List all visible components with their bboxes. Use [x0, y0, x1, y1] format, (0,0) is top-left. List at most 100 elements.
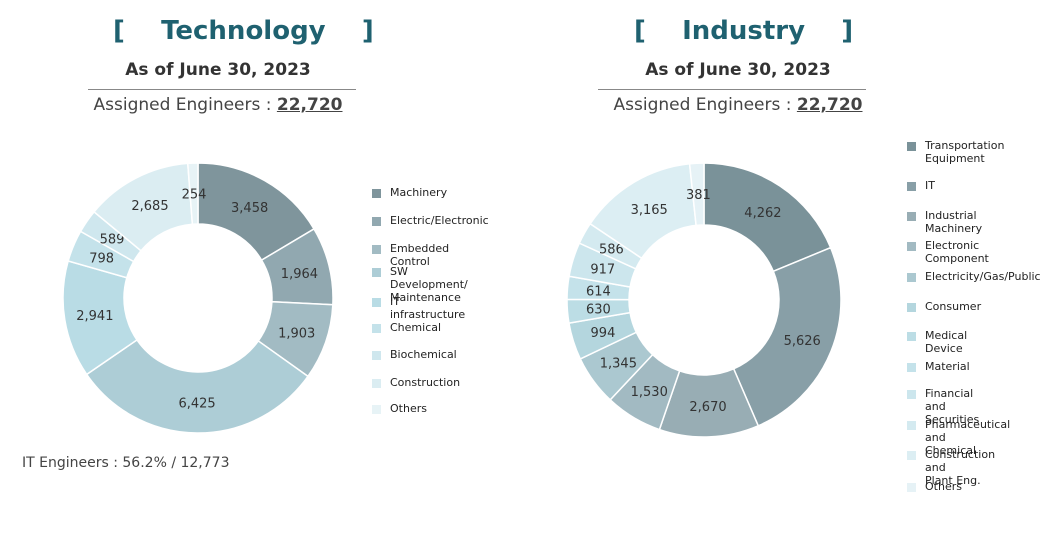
technology-legend-item-sw-development-maintenance: SW Development/ Maintenance [372, 265, 468, 304]
technology-value-label-machinery: 3,458 [231, 201, 268, 216]
it-engineers-note: IT Engineers : 56.2% / 12,773 [22, 455, 230, 471]
industry-legend-swatch [907, 242, 916, 251]
industry-slice-it [732, 246, 842, 427]
technology-legend-label: Embedded Control [390, 242, 450, 268]
industry-legend-item-it: IT [907, 179, 935, 192]
industry-value-label-industrial-machinery: 2,670 [689, 400, 726, 415]
technology-assigned-engineers: Assigned Engineers : 22,720 [78, 95, 358, 115]
industry-legend-item-material: Material [907, 360, 970, 373]
industry-as-of: As of June 30, 2023 [645, 60, 831, 80]
technology-value-label-it-infrastructure: 2,941 [76, 309, 113, 324]
technology-legend-item-others: Others [372, 402, 427, 415]
industry-legend-swatch [907, 182, 916, 191]
technology-legend-swatch [372, 379, 381, 388]
technology-legend-swatch [372, 268, 381, 277]
technology-value-label-electric-electronic: 1,964 [281, 267, 318, 282]
technology-legend-label: Electric/Electronic [390, 214, 489, 227]
technology-legend-item-biochemical: Biochemical [372, 348, 457, 361]
technology-legend-item-construction: Construction [372, 376, 460, 389]
technology-legend-item-chemical: Chemical [372, 321, 441, 334]
industry-value-label-material: 614 [586, 285, 611, 300]
technology-slice-others [186, 162, 199, 226]
industry-value-label-others: 381 [686, 188, 711, 203]
industry-legend-item-construction-and-plant-eng: Construction and Plant Eng. [907, 448, 995, 487]
industry-legend-swatch [907, 483, 916, 492]
industry-title: [ Industry ] [634, 16, 854, 46]
industry-legend-item-medical-device: Medical Device [907, 329, 967, 355]
industry-legend-label: Material [925, 360, 970, 373]
industry-legend-swatch [907, 421, 916, 430]
industry-legend-label: IT [925, 179, 935, 192]
technology-divider [88, 89, 356, 90]
industry-value-label-electronic-component: 1,530 [631, 385, 668, 400]
technology-legend-label: Construction [390, 376, 461, 389]
industry-legend-label: Consumer [925, 300, 982, 313]
industry-legend-swatch [907, 212, 916, 221]
industry-value-label-consumer: 994 [591, 326, 616, 341]
industry-legend-swatch [907, 142, 916, 151]
industry-legend-label: Construction and Plant Eng. [925, 448, 996, 487]
industry-legend-item-consumer: Consumer [907, 300, 981, 313]
industry-legend-item-others: Others [907, 480, 962, 493]
technology-donut: 3,458 1,964 1,903 6,425 2,941 798 589 2,685 254 [62, 162, 334, 434]
technology-legend-label: Chemical [390, 321, 442, 334]
technology-legend-swatch [372, 351, 381, 360]
industry-legend-item-pharmaceutical-and-chemical: Pharmaceutical and Chemical [907, 418, 1010, 457]
industry-legend-label: Industrial Machinery [925, 209, 983, 235]
industry-legend-swatch [907, 390, 916, 399]
industry-value-label-financial-and-securities: 917 [590, 263, 615, 278]
industry-value-label-transportation-equipment: 4,262 [744, 206, 781, 221]
industry-value-label-construction-and-plant-eng: 3,165 [631, 203, 668, 218]
industry-legend-swatch [907, 363, 916, 372]
technology-value-label-embedded-control: 1,903 [278, 326, 315, 341]
industry-donut: 4,262 5,626 2,670 1,530 1,345 994 630 614 917 586… [566, 162, 842, 438]
technology-legend-swatch [372, 298, 381, 307]
industry-legend-label: Electricity/Gas/Public [925, 270, 1041, 283]
technology-legend-label: Others [390, 402, 427, 415]
technology-legend-swatch [372, 405, 381, 414]
industry-slice-others [688, 162, 705, 227]
industry-divider [598, 89, 866, 90]
industry-legend-item-financial-and-securities: Financial and Securities [907, 387, 979, 426]
technology-legend-item-electric-electronic: Electric/Electronic [372, 214, 489, 227]
industry-legend-item-electricity-gas-public: Electricity/Gas/Public [907, 270, 1041, 283]
industry-assigned-value: 22,720 [796, 95, 863, 115]
industry-legend-label: Transportation Equipment [925, 139, 1005, 165]
industry-assigned-engineers: Assigned Engineers : 22,720 [598, 95, 878, 115]
industry-legend-item-industrial-machinery: Industrial Machinery [907, 209, 982, 235]
technology-value-label-biochemical: 589 [100, 233, 125, 248]
technology-legend-swatch [372, 324, 381, 333]
industry-legend-swatch [907, 273, 916, 282]
technology-legend-label: Biochemical [390, 348, 457, 361]
technology-legend-label: SW Development/ Maintenance [390, 265, 468, 304]
industry-legend-swatch [907, 303, 916, 312]
industry-assigned-label: Assigned Engineers : [613, 95, 797, 115]
industry-value-label-electricity-gas-public: 1,345 [600, 356, 637, 371]
industry-legend-label: Electronic Component [925, 239, 989, 265]
industry-legend-swatch [907, 332, 916, 341]
technology-slice-sw-development-maintenance [85, 338, 309, 434]
technology-legend-label: IT infrastructure [390, 295, 466, 321]
technology-value-label-others: 254 [182, 188, 207, 203]
technology-legend-item-embedded-control: Embedded Control [372, 242, 449, 268]
technology-assigned-label: Assigned Engineers : [93, 95, 277, 115]
technology-legend-label: Machinery [390, 186, 448, 199]
industry-legend-label: Pharmaceutical and Chemical [925, 418, 1011, 457]
technology-legend-item-it-infrastructure: IT infrastructure [372, 295, 465, 321]
technology-legend-swatch [372, 217, 381, 226]
technology-legend-swatch [372, 189, 381, 198]
industry-legend-label: Financial and Securities [925, 387, 980, 426]
industry-legend-item-electronic-component: Electronic Component [907, 239, 989, 265]
technology-legend-swatch [372, 245, 381, 254]
industry-legend-label: Medical Device [925, 329, 968, 355]
industry-legend-swatch [907, 451, 916, 460]
industry-legend-item-transportation-equipment: Transportation Equipment [907, 139, 1004, 165]
technology-as-of: As of June 30, 2023 [125, 60, 311, 80]
industry-value-label-medical-device: 630 [586, 303, 611, 318]
technology-value-label-construction: 2,685 [131, 199, 168, 214]
technology-value-label-sw-development-maintenance: 6,425 [178, 396, 215, 411]
industry-value-label-it: 5,626 [784, 334, 821, 349]
technology-legend-item-machinery: Machinery [372, 186, 447, 199]
industry-value-label-pharmaceutical-and-chemical: 586 [599, 242, 624, 257]
